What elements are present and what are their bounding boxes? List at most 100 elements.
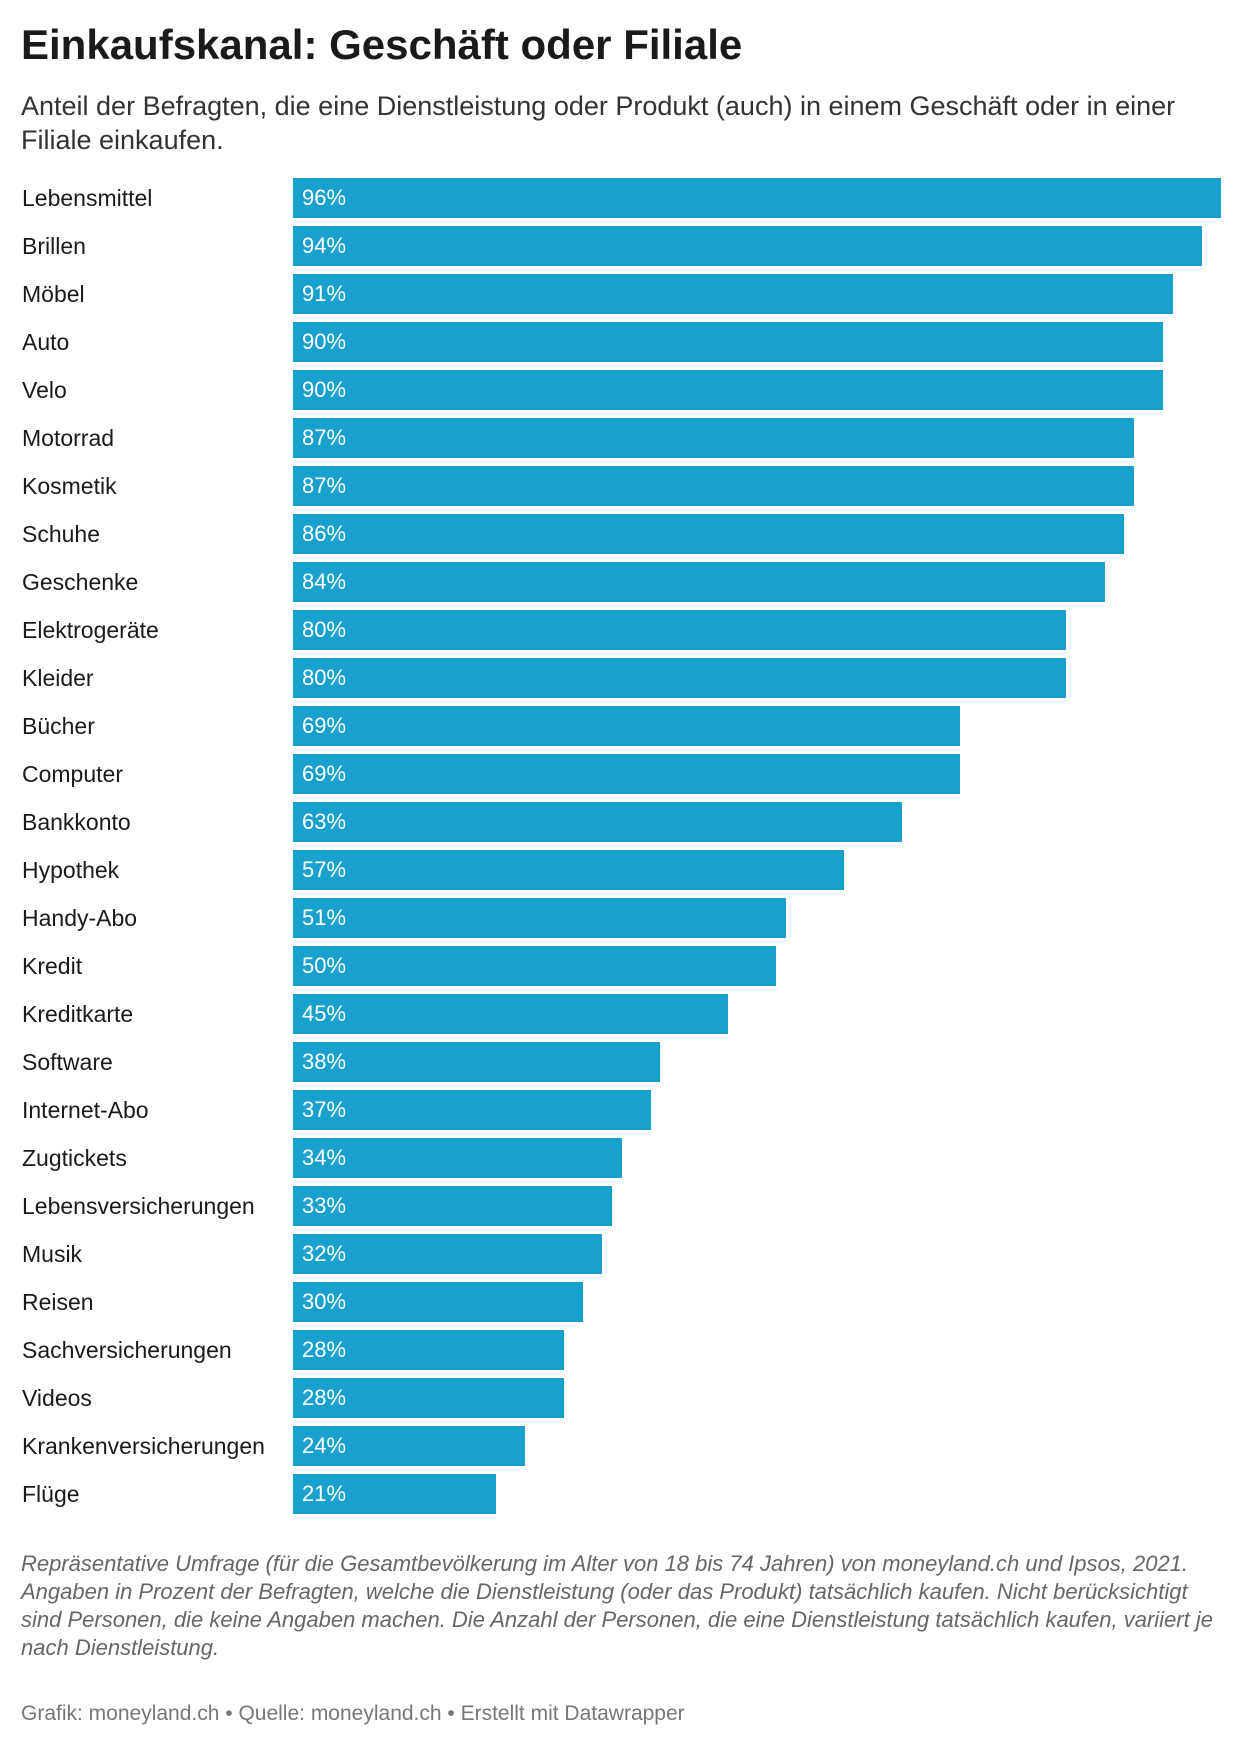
bar-row: Kreditkarte 45% [21,994,1221,1034]
bar-value-label: 69% [302,761,347,786]
bar-value-label: 86% [302,521,347,546]
bar-row: Kleider 80% [21,658,1221,698]
category-label: Geschenke [22,569,139,595]
bar-row: Kosmetik 87% [21,466,1221,506]
bar-value-label: 50% [302,953,347,978]
bar [293,274,1173,314]
category-label: Hypothek [22,857,120,883]
note-survey: Repräsentative Umfrage (für die Gesamtbe… [21,1551,1189,1576]
bar [293,850,844,890]
bar-row: Geschenke 84% [21,562,1221,602]
bar-value-label: 51% [302,905,347,930]
bar-row: Flüge 21% [21,1474,1221,1514]
bar [293,226,1202,266]
bar [293,1090,651,1130]
bar [293,610,1067,650]
bar-row: Bücher 69% [21,706,1221,746]
bar-row: Sachversicherungen 28% [21,1330,1221,1370]
category-label: Internet-Abo [22,1097,149,1123]
bar-row: Brillen 94% [21,226,1221,266]
bar-row: Bankkonto 63% [21,802,1221,842]
bar [293,1234,603,1274]
bar-row: Auto 90% [21,322,1221,362]
category-label: Zugtickets [22,1145,127,1171]
category-label: Kredit [22,953,83,979]
bar [293,1378,564,1418]
category-label: Lebensmittel [22,185,153,211]
bar [293,1186,612,1226]
category-label: Reisen [22,1289,94,1315]
bar-row: Internet-Abo 37% [21,1090,1221,1130]
chart-title: Einkaufskanal: Geschäft oder Filiale [21,21,743,68]
bar [293,514,1125,554]
bar [293,946,777,986]
category-label: Elektrogeräte [22,617,159,643]
category-label: Schuhe [22,521,101,547]
bar-value-label: 24% [302,1433,347,1458]
bar-row: Velo 90% [21,370,1221,410]
bar [293,322,1163,362]
bar-value-label: 33% [302,1193,347,1218]
bar-value-label: 32% [302,1241,347,1266]
bar-row: Reisen 30% [21,1282,1221,1322]
bar [293,754,960,794]
bar [293,562,1105,602]
bar-value-label: 30% [302,1289,347,1314]
bar-row: Software 38% [21,1042,1221,1082]
bar [293,418,1134,458]
category-label: Auto [22,329,70,355]
category-label: Brillen [22,233,86,259]
category-label: Lebensversicherungen [22,1193,255,1219]
bar-row: Schuhe 86% [21,514,1221,554]
bar-row: Elektrogeräte 80% [21,610,1221,650]
category-label: Kreditkarte [22,1001,134,1027]
bar-row: Videos 28% [21,1378,1221,1418]
bar [293,1474,496,1514]
category-label: Videos [22,1385,92,1411]
chart-page: Einkaufskanal: Geschäft oder Filiale Ant… [21,0,1221,1750]
category-label: Motorrad [22,425,115,451]
bar [293,994,728,1034]
bar-value-label: 57% [302,857,347,882]
bar-row: Krankenversicherungen 24% [21,1426,1221,1466]
bar-row: Möbel 91% [21,274,1221,314]
bar [293,706,960,746]
bar-value-label: 87% [302,425,347,450]
bar-row: Musik 32% [21,1234,1221,1274]
bar-value-label: 84% [302,569,347,594]
bar-row: Motorrad 87% [21,418,1221,458]
bar-value-label: 28% [302,1385,347,1410]
bar [293,1282,583,1322]
category-label: Bankkonto [22,809,131,835]
chart-credits: Grafik: moneyland.ch • Quelle: moneyland… [21,1702,685,1725]
bar [293,658,1067,698]
bar-value-label: 28% [302,1337,347,1362]
bar-value-label: 69% [302,713,347,738]
note-method: Angaben in Prozent der Befragten, welche… [21,1579,1213,1660]
bar-chart: Lebensmittel 96% Brillen 94% Möbel 91% Auto 90%… [21,178,1221,1518]
bar-value-label: 91% [302,281,347,306]
bar-row: Zugtickets 34% [21,1138,1221,1178]
category-label: Musik [22,1241,83,1267]
bar [293,1042,661,1082]
category-label: Bücher [22,713,95,739]
bar [293,1138,622,1178]
bar-value-label: 21% [302,1481,347,1506]
bar-row: Lebensmittel 96% [21,178,1221,218]
bar-value-label: 45% [302,1001,347,1026]
category-label: Software [22,1049,113,1075]
bar [293,370,1163,410]
bar [293,898,786,938]
bar-value-label: 38% [302,1049,347,1074]
bar-value-label: 63% [302,809,347,834]
bar-row: Hypothek 57% [21,850,1221,890]
bar [293,802,902,842]
category-label: Kleider [22,665,94,691]
chart-subtitle: Anteil der Befragten, die eine Dienstlei… [21,91,1176,155]
bar [293,178,1221,218]
bar-row: Computer 69% [21,754,1221,794]
bar-value-label: 37% [302,1097,347,1122]
bar [293,1330,564,1370]
category-label: Flüge [22,1481,80,1507]
bar [293,1426,525,1466]
